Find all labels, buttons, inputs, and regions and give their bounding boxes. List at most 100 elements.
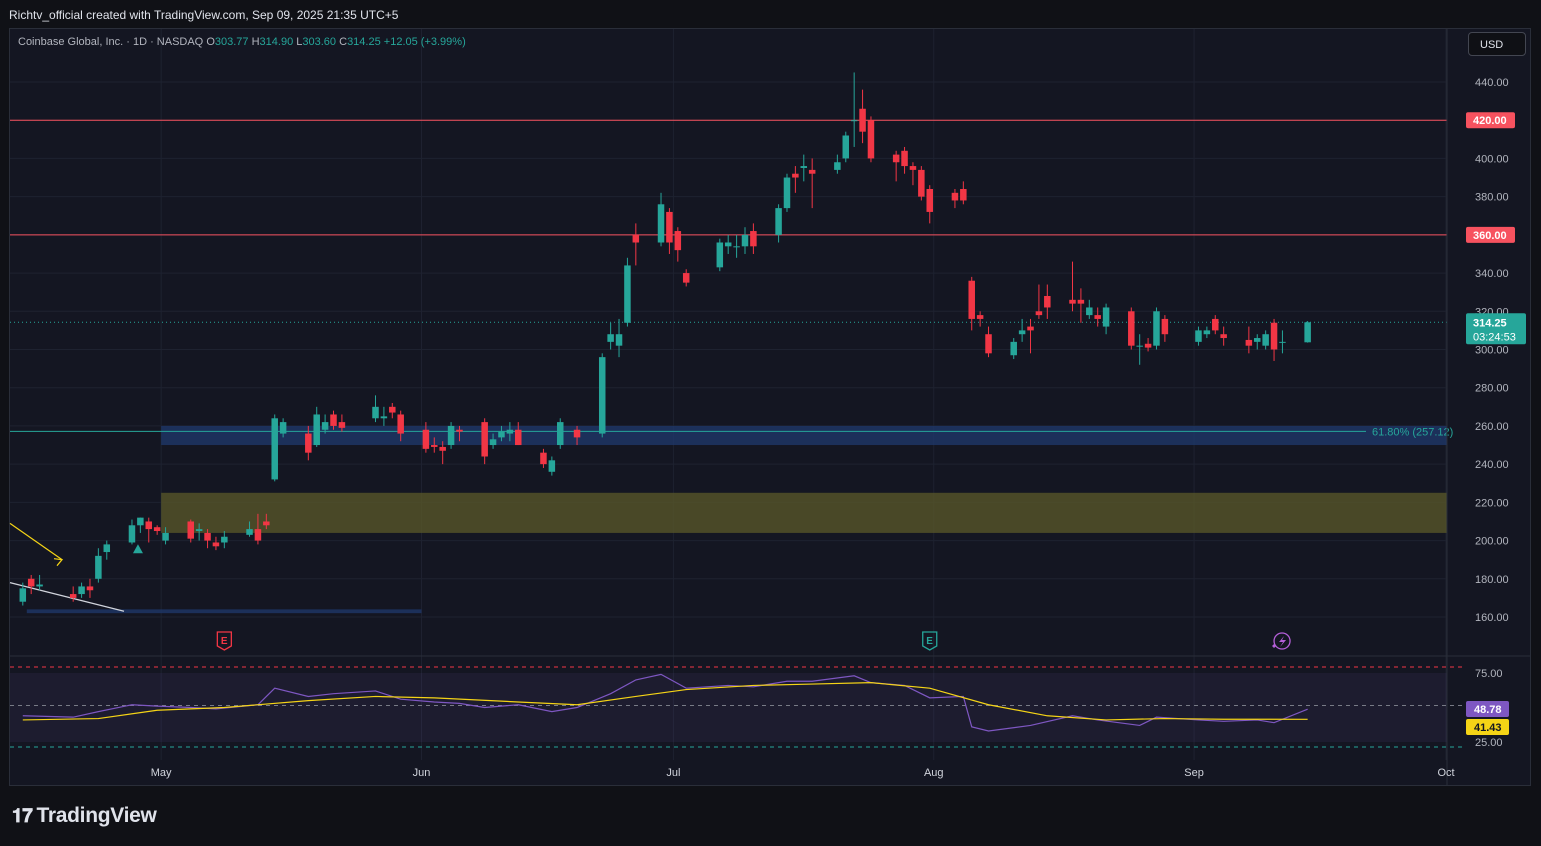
- candle-body: [254, 529, 262, 541]
- candle-body: [1136, 345, 1143, 347]
- candle-body: [153, 527, 161, 532]
- blue-zone: [161, 425, 1447, 446]
- candle-body: [212, 542, 220, 547]
- last-price-label: 314.25: [1473, 317, 1507, 329]
- blue-zone: [26, 609, 422, 614]
- candle-body: [1270, 322, 1278, 350]
- earnings-icon[interactable]: [922, 631, 938, 651]
- candle-body: [313, 414, 320, 446]
- candle-body: [1245, 339, 1253, 346]
- candle-body: [1153, 311, 1160, 346]
- candle-body: [1212, 318, 1219, 331]
- candle-body: [86, 586, 94, 591]
- low-label: L: [296, 36, 303, 48]
- candle-body: [615, 334, 623, 346]
- candle-body: [724, 242, 732, 247]
- rsi-tick-label: 25.00: [1475, 737, 1503, 749]
- earnings-icon[interactable]: [216, 631, 232, 651]
- candle-body: [666, 211, 673, 243]
- price-tick-label: 240.00: [1475, 459, 1509, 471]
- time-axis-label: Oct: [1437, 767, 1454, 779]
- symbol-name: Coinbase Global, Inc. · 1D · NASDAQ: [18, 36, 204, 48]
- high-value: 314.90: [259, 36, 294, 48]
- candle-body: [1069, 299, 1076, 304]
- resistance-badge: [1466, 112, 1515, 129]
- candle-body: [850, 120, 858, 122]
- candle-body: [1279, 341, 1286, 343]
- candle-body: [338, 422, 346, 428]
- candle-body: [137, 517, 144, 526]
- candle-body: [834, 162, 841, 170]
- candle-body: [859, 108, 866, 132]
- candle-body: [506, 429, 514, 434]
- candle-body: [1077, 299, 1085, 304]
- candle-body: [279, 422, 287, 434]
- candle-body: [1262, 334, 1269, 346]
- close-value: 314.25: [347, 36, 381, 48]
- price-tick-label: 340.00: [1475, 268, 1509, 280]
- candle-body: [498, 431, 505, 438]
- candle-body: [27, 578, 35, 587]
- candle-body: [573, 429, 581, 438]
- candle-body: [1094, 315, 1101, 319]
- resistance-badge-label: 360.00: [1473, 230, 1507, 242]
- candle-body: [783, 177, 791, 209]
- open-label: O: [206, 36, 215, 48]
- candle-body: [540, 452, 547, 465]
- time-axis-label: Jul: [666, 767, 680, 779]
- candle-body: [305, 433, 312, 453]
- candle-body: [909, 166, 917, 170]
- candle-body: [380, 416, 388, 419]
- buy-signal-icon: [132, 544, 143, 554]
- candle-body: [422, 429, 430, 449]
- candle-body: [162, 532, 169, 541]
- price-tick-label: 280.00: [1475, 383, 1509, 395]
- candle-body: [145, 521, 153, 530]
- price-tick-label: 160.00: [1475, 612, 1509, 624]
- tradingview-logo[interactable]: 𝟏𝟕 TradingView: [12, 804, 157, 828]
- yellow-zone: [161, 492, 1447, 533]
- candle-body: [1304, 322, 1311, 343]
- dividend-lightning-icon[interactable]: [1273, 632, 1291, 650]
- candle-body: [321, 422, 329, 430]
- lightning-icon: [1279, 636, 1287, 647]
- high-label: H: [251, 36, 260, 48]
- candle-body: [481, 422, 488, 457]
- rsi-value-badge: [1466, 701, 1509, 717]
- arrow-line[interactable]: [9, 522, 63, 561]
- chart-frame[interactable]: [9, 28, 1531, 786]
- time-axis-label: Jun: [413, 767, 431, 779]
- last-price-badge: [1466, 313, 1526, 345]
- candle-body: [263, 521, 270, 526]
- price-tick-label: 300.00: [1475, 345, 1509, 357]
- candle-body: [36, 584, 43, 587]
- trendline[interactable]: [9, 582, 125, 612]
- candle-body: [389, 406, 396, 413]
- candle-body: [128, 525, 136, 543]
- candle-body: [1128, 311, 1135, 346]
- candle-body: [1161, 318, 1169, 335]
- attribution-text: Richtv_official created with TradingView…: [9, 8, 399, 22]
- candle-body: [1018, 330, 1026, 335]
- candle-body: [985, 334, 992, 354]
- candle-body: [1086, 307, 1093, 316]
- candle-body: [926, 189, 933, 212]
- candle-body: [397, 414, 404, 434]
- currency-button[interactable]: USD: [1468, 32, 1526, 56]
- candle-body: [1195, 330, 1202, 342]
- candle-body: [842, 135, 850, 159]
- candle-body: [1010, 341, 1017, 356]
- candle-body: [246, 529, 253, 535]
- candle-body: [204, 532, 211, 541]
- candle-body: [792, 173, 799, 178]
- candle-body: [1027, 326, 1034, 331]
- candle-body: [632, 234, 640, 243]
- candle-body: [800, 166, 808, 168]
- rsi-ma-badge: [1466, 719, 1509, 735]
- candle-body: [741, 234, 749, 247]
- logo-text: TradingView: [36, 804, 157, 827]
- candle-body: [69, 594, 77, 598]
- candle-body: [548, 460, 556, 472]
- price-tick-label: 380.00: [1475, 192, 1509, 204]
